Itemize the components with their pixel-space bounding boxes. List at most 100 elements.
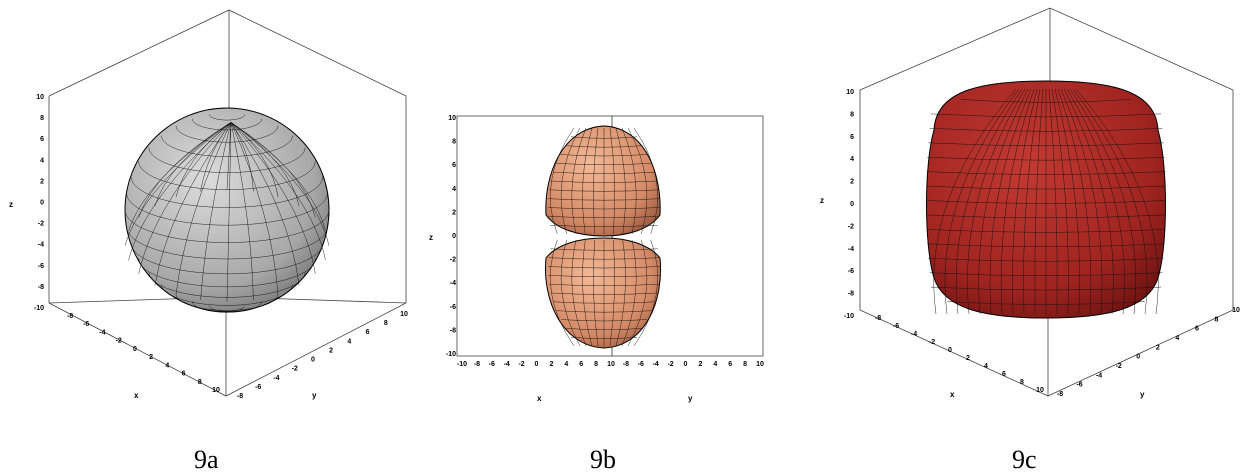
panel-9a-x-tick-label: -8 bbox=[67, 313, 73, 320]
cube-meridian-line bbox=[989, 88, 1032, 315]
panel-9a-x-tick-label: -4 bbox=[99, 329, 105, 336]
panel-9b-bottom-tick-label: 10 bbox=[607, 361, 615, 368]
lobe-meridian-line bbox=[571, 239, 587, 347]
panel-9c-y-tick-label: -6 bbox=[1076, 382, 1082, 389]
panel-9a-y-tick-label: 0 bbox=[311, 357, 315, 364]
panel-9a-x-tick-label: -6 bbox=[83, 321, 89, 328]
panel-9c-z-tick-label: -4 bbox=[848, 246, 854, 253]
panel-9c-z-tick-label: -2 bbox=[848, 223, 854, 230]
cube-meridian-line bbox=[1075, 88, 1159, 315]
panel-9a-mesh bbox=[124, 114, 330, 313]
panel-9a-y-tick-label: 6 bbox=[366, 329, 370, 336]
panel-9b-bottom-tick-label: 6 bbox=[579, 361, 583, 368]
panel-9b-z-tick-label: -2 bbox=[450, 257, 456, 264]
panel-9c-caption: 9c bbox=[1012, 445, 1037, 474]
panel-9c-x-tick-label: -6 bbox=[893, 323, 899, 330]
panel-9a-z-label: z bbox=[9, 200, 13, 209]
lobe-meridian-line bbox=[609, 127, 615, 235]
panel-9c-surface bbox=[925, 80, 1167, 319]
panel-9c-x-tick-label: 2 bbox=[966, 355, 970, 362]
lobe-meridian-line bbox=[609, 239, 615, 347]
lobe-meridian-line bbox=[582, 239, 593, 347]
cube-meridian-line bbox=[1051, 88, 1069, 315]
panel-9a-z-tick-label: -6 bbox=[38, 263, 44, 270]
panel-9c-y-tick-label: 4 bbox=[1175, 335, 1179, 342]
panel-9a-y-label: y bbox=[312, 391, 317, 400]
sphere-meridian-line bbox=[230, 122, 300, 207]
panel-9b-bottom-tick-label: 2 bbox=[698, 361, 702, 368]
cube-meridian-line bbox=[1054, 88, 1080, 315]
lobe-meridian-line bbox=[615, 127, 626, 235]
panel-9c-y-label: y bbox=[1140, 390, 1145, 399]
panel-9a-x-tick-label: 10 bbox=[212, 387, 220, 394]
panel-9b-z-tick-label: -10 bbox=[446, 351, 456, 358]
lobe-meridian-line bbox=[550, 239, 575, 347]
sphere-latitude-line bbox=[209, 114, 245, 121]
sphere-latitude-line bbox=[138, 258, 316, 288]
panel-9c-y-tick-label: 6 bbox=[1195, 326, 1199, 333]
panel-9c-z-ticks: 10 8 6 4 2 0 -2 -4 -6 -8 -10 bbox=[844, 89, 854, 320]
sphere-meridian-line bbox=[230, 122, 254, 192]
sphere-meridian-line bbox=[230, 122, 330, 246]
lobe-meridian-line bbox=[633, 239, 658, 347]
panel-9a-y-tick-label: 2 bbox=[329, 347, 333, 354]
panel-9b-z-tick-label: 0 bbox=[452, 233, 456, 240]
panel-9b-bottom-tick-label: -8 bbox=[474, 361, 480, 368]
lobe-meridian-line bbox=[593, 127, 599, 235]
panel-9c-x-ticks: -8 -6 -4 -2 0 2 4 6 8 10 bbox=[875, 315, 1044, 394]
cube-meridian-line bbox=[1034, 88, 1044, 315]
panel-9c-x-tick-label: -8 bbox=[875, 315, 881, 322]
panel-9a-y-tick-label: -4 bbox=[273, 375, 279, 382]
panel-9b-z-tick-label: 2 bbox=[452, 209, 456, 216]
sphere-meridian-line bbox=[230, 122, 254, 300]
panel-9a-x-label: x bbox=[134, 391, 139, 400]
sphere-latitude-line bbox=[126, 193, 328, 226]
cube-meridian-line bbox=[1072, 88, 1148, 315]
panel-9b-bottom-ticks: -10 -8 -6 -4 -2 0 2 4 6 8 10 -8 -6 -4 -2 0 2 4 6 8 10 bbox=[457, 361, 764, 368]
panel-9a-x-tick-label: 2 bbox=[149, 354, 153, 361]
panel-9b-z-ticks: 10 8 6 4 2 0 -2 -4 -6 -8 -10 bbox=[446, 115, 456, 358]
panel-9c-z-tick-label: 6 bbox=[850, 134, 854, 141]
panel-9c-y-ticks: 10 8 6 4 2 0 -2 -4 -6 -8 bbox=[1057, 307, 1240, 398]
panel-9c-x-tick-label: 8 bbox=[1020, 379, 1024, 386]
sphere-meridian-line bbox=[128, 122, 232, 261]
panel-9c-y-tick-label: -8 bbox=[1057, 391, 1063, 398]
panel-9c-z-label: z bbox=[820, 196, 824, 205]
panel-9a-x-tick-label: 8 bbox=[198, 379, 202, 386]
panel-9c-z-tick-label: 0 bbox=[850, 201, 854, 208]
panel-9b-bottom-tick-label: -2 bbox=[667, 361, 673, 368]
lobe-meridian-line bbox=[627, 127, 648, 235]
sphere-meridian-line bbox=[230, 122, 279, 198]
panel-9c-x-tick-label: -2 bbox=[929, 339, 935, 346]
panel-9b-bottom-tick-label: 10 bbox=[756, 361, 764, 368]
panel-9b-surface bbox=[544, 125, 662, 349]
panel-9b-mesh bbox=[547, 127, 661, 347]
panel-9c-x-label: x bbox=[950, 390, 955, 399]
panel-9b-bottom-tick-label: 2 bbox=[549, 361, 553, 368]
panel-9a-x-tick-label: 0 bbox=[133, 346, 137, 353]
panel-9c-z-tick-label: 8 bbox=[850, 111, 854, 118]
panel-9b-bottom-tick-label: -10 bbox=[457, 361, 467, 368]
panel-9a-y-tick-label: -8 bbox=[237, 393, 243, 400]
panel-9a-z-ticks: 10 8 6 4 2 0 -2 -4 -6 -8 -10 bbox=[34, 94, 44, 312]
panel-9a-y-tick-label: 8 bbox=[384, 320, 388, 327]
cube-meridian-line bbox=[1012, 88, 1038, 315]
sphere-latitude-line bbox=[124, 209, 330, 243]
panel-9a: 10 8 6 4 2 0 -2 -4 -6 -8 -10 -8 -6 -4 -2 0 2 4 6 8 10 10 8 6 4… bbox=[9, 9, 408, 474]
sphere-meridian-line bbox=[154, 122, 232, 286]
panel-9c-z-tick-label: -8 bbox=[848, 291, 854, 298]
sphere-meridian-line bbox=[200, 122, 232, 300]
sphere-meridian-line bbox=[175, 122, 232, 295]
sphere-latitude-line bbox=[191, 118, 263, 131]
panel-9a-x-tick-label: 6 bbox=[182, 371, 186, 378]
panel-9b-z-tick-label: -4 bbox=[450, 280, 456, 287]
sphere-latitude-line bbox=[161, 135, 293, 157]
panel-9b-bottom-tick-label: 8 bbox=[594, 361, 598, 368]
panel-9a-y-tick-label: 10 bbox=[400, 311, 408, 318]
sphere-meridian-line bbox=[138, 122, 232, 218]
sphere-meridian-line bbox=[124, 122, 232, 246]
cube-meridian-line bbox=[1066, 88, 1125, 315]
cube-meridian-line bbox=[955, 88, 1023, 315]
sphere-meridian-line bbox=[230, 122, 316, 274]
panel-9c-x-tick-label: 10 bbox=[1036, 387, 1044, 394]
